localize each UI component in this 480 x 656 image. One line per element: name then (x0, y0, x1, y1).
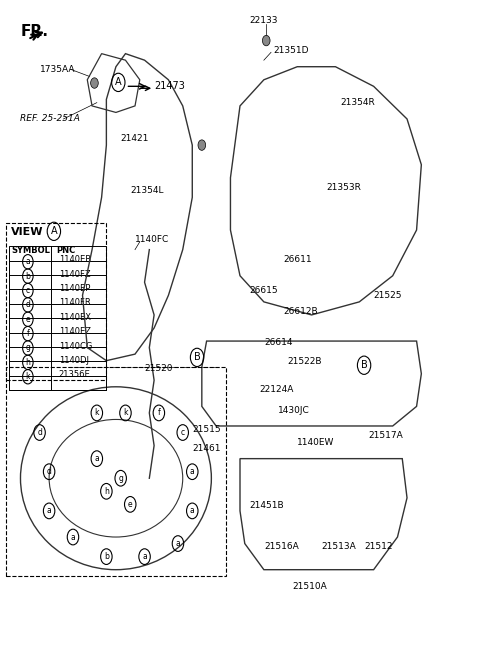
Text: 1430JC: 1430JC (278, 406, 310, 415)
Text: 21351D: 21351D (274, 46, 309, 55)
Text: 1140EX: 1140EX (59, 313, 91, 322)
Text: 21461: 21461 (192, 444, 221, 453)
Text: h: h (25, 358, 30, 367)
Text: h: h (104, 487, 109, 496)
Text: 21451B: 21451B (250, 501, 284, 510)
Text: 22124A: 22124A (259, 385, 293, 394)
Text: k: k (123, 409, 128, 417)
Text: 21513A: 21513A (321, 543, 356, 551)
Text: e: e (25, 315, 30, 324)
Text: VIEW: VIEW (11, 227, 43, 237)
Text: b: b (25, 272, 30, 281)
Text: c: c (26, 286, 30, 295)
Text: d: d (37, 428, 42, 437)
Text: B: B (360, 360, 368, 370)
Text: a: a (25, 257, 30, 266)
Text: 21516A: 21516A (264, 543, 299, 551)
Text: g: g (25, 344, 30, 352)
Text: 26611: 26611 (283, 255, 312, 264)
Text: a: a (176, 539, 180, 548)
Text: 21354L: 21354L (130, 186, 164, 195)
Text: 21421: 21421 (120, 134, 149, 143)
Text: 21356E: 21356E (59, 370, 90, 379)
Text: 21512: 21512 (364, 543, 393, 551)
Text: 21522B: 21522B (288, 358, 322, 367)
Text: 1140EP: 1140EP (59, 284, 90, 293)
Text: g: g (118, 474, 123, 483)
Circle shape (198, 140, 205, 150)
Text: a: a (71, 533, 75, 542)
Text: FR.: FR. (21, 24, 48, 39)
Text: 1140EW: 1140EW (297, 438, 335, 447)
Text: a: a (47, 506, 51, 516)
Text: 21354R: 21354R (340, 98, 375, 107)
Text: 26615: 26615 (250, 285, 278, 295)
Text: 21517A: 21517A (369, 431, 404, 440)
Text: 21473: 21473 (154, 81, 185, 91)
Text: 21515: 21515 (192, 425, 221, 434)
Text: B: B (193, 352, 201, 362)
Text: k: k (25, 372, 30, 381)
Text: d: d (47, 467, 51, 476)
Text: k: k (95, 409, 99, 417)
Text: 21353R: 21353R (326, 183, 361, 192)
Text: 1140FZ: 1140FZ (59, 270, 90, 279)
Text: 1140FC: 1140FC (135, 236, 169, 244)
Text: 1140CG: 1140CG (59, 342, 92, 350)
Text: 22133: 22133 (250, 16, 278, 26)
Text: 21520: 21520 (144, 364, 173, 373)
Text: REF. 25-251A: REF. 25-251A (21, 114, 80, 123)
Text: 26612B: 26612B (283, 307, 318, 316)
Text: 1735AA: 1735AA (39, 65, 75, 74)
Text: 21510A: 21510A (292, 581, 327, 590)
Circle shape (263, 35, 270, 46)
Text: 1140EB: 1140EB (59, 255, 91, 264)
Text: A: A (50, 226, 57, 236)
Text: f: f (26, 329, 29, 338)
Text: 1140DJ: 1140DJ (59, 356, 89, 365)
Circle shape (91, 78, 98, 89)
Text: b: b (104, 552, 109, 561)
Text: 26614: 26614 (264, 338, 292, 347)
Text: a: a (142, 552, 147, 561)
Text: a: a (190, 467, 195, 476)
Text: d: d (25, 300, 30, 310)
Text: a: a (95, 454, 99, 463)
Text: c: c (180, 428, 185, 437)
Text: f: f (157, 409, 160, 417)
Text: 1140FR: 1140FR (59, 298, 90, 308)
Text: e: e (128, 500, 132, 509)
Text: SYMBOL: SYMBOL (11, 247, 50, 255)
Text: 1140EZ: 1140EZ (59, 327, 91, 336)
Text: a: a (190, 506, 195, 516)
Text: 21525: 21525 (373, 291, 402, 300)
Text: PNC: PNC (56, 247, 75, 255)
Text: A: A (115, 77, 121, 87)
